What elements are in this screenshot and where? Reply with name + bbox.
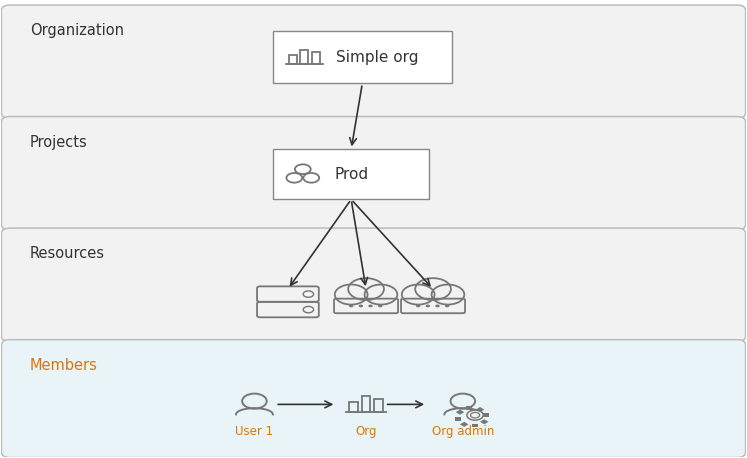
Bar bbox=[289, 55, 297, 65]
Circle shape bbox=[365, 284, 397, 305]
Circle shape bbox=[402, 284, 435, 305]
Circle shape bbox=[416, 305, 421, 307]
Circle shape bbox=[368, 305, 373, 307]
FancyBboxPatch shape bbox=[273, 31, 452, 83]
Text: Organization: Organization bbox=[30, 23, 124, 38]
Text: Org admin: Org admin bbox=[432, 425, 494, 438]
Bar bbox=[472, 424, 478, 427]
Bar bbox=[362, 396, 371, 412]
Text: Members: Members bbox=[30, 358, 98, 373]
Circle shape bbox=[335, 284, 368, 305]
Bar bbox=[480, 419, 489, 425]
Circle shape bbox=[348, 278, 384, 300]
Bar bbox=[455, 417, 461, 420]
Bar bbox=[350, 402, 358, 412]
Bar bbox=[456, 409, 464, 414]
FancyBboxPatch shape bbox=[1, 116, 746, 230]
Text: Simple org: Simple org bbox=[336, 49, 419, 65]
Text: Projects: Projects bbox=[30, 135, 87, 150]
Circle shape bbox=[378, 305, 382, 307]
Text: Prod: Prod bbox=[334, 167, 368, 182]
Bar bbox=[374, 399, 382, 412]
Text: User 1: User 1 bbox=[235, 425, 273, 438]
Text: Org: Org bbox=[356, 425, 376, 438]
Circle shape bbox=[359, 305, 363, 307]
Circle shape bbox=[349, 305, 353, 307]
Circle shape bbox=[467, 410, 483, 420]
Bar bbox=[483, 413, 489, 417]
Circle shape bbox=[426, 305, 430, 307]
Circle shape bbox=[432, 284, 465, 305]
Circle shape bbox=[436, 305, 440, 307]
Circle shape bbox=[445, 305, 450, 307]
Text: Resources: Resources bbox=[30, 246, 105, 262]
FancyBboxPatch shape bbox=[273, 149, 430, 199]
FancyBboxPatch shape bbox=[1, 5, 746, 118]
Bar bbox=[300, 50, 309, 65]
Bar bbox=[311, 52, 320, 65]
FancyBboxPatch shape bbox=[1, 340, 746, 458]
Bar bbox=[466, 407, 472, 410]
FancyBboxPatch shape bbox=[1, 228, 746, 342]
Bar bbox=[476, 407, 484, 412]
Circle shape bbox=[415, 278, 451, 300]
Bar bbox=[460, 422, 468, 427]
